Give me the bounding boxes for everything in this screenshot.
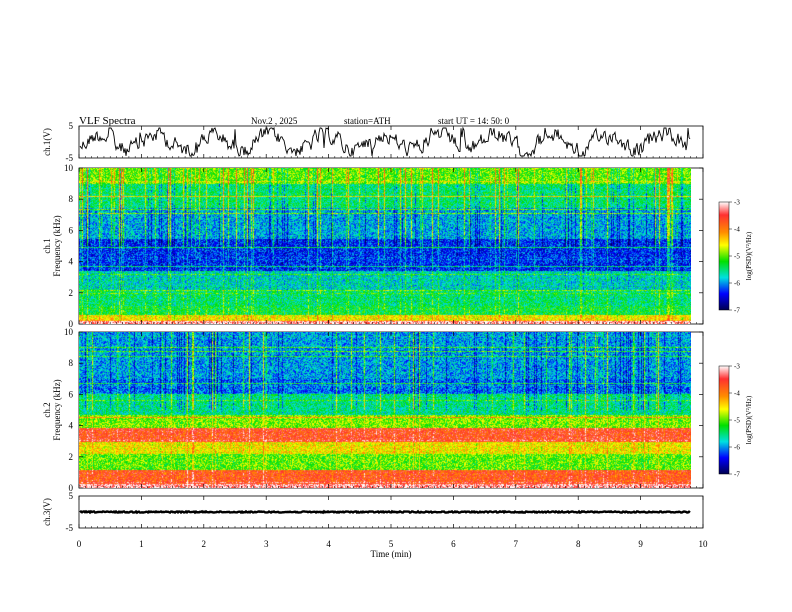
ch1-ylabel: ch.1(V): [42, 128, 52, 156]
ch3-ytick-bottom: -5: [66, 523, 74, 533]
ch1-colorbar-ticks: -3 -4 -5 -6 -7: [729, 199, 740, 315]
x-tick-label-0: 0: [77, 539, 82, 549]
ch2-spectrogram-channel-label: ch.2: [42, 402, 52, 417]
ch1-waveform-panel: 5 -5 ch.1(V): [42, 121, 704, 163]
y-tick-label-10: 10: [64, 327, 74, 337]
ch1-colorbar: [718, 201, 730, 311]
ch2-spectrogram-yticks: 0 2 4 6 8 10: [64, 327, 703, 493]
start-time-label: start UT = 14: 50: 0: [438, 116, 510, 126]
x-tick-label-3: 3: [264, 539, 269, 549]
x-tick-label-5: 5: [389, 539, 394, 549]
ch1-waveform-frame: [78, 125, 704, 159]
y-tick-label-0: 0: [69, 319, 74, 329]
ch1-ytick-top: 5: [69, 121, 74, 131]
x-tick-label-10: 10: [699, 539, 709, 549]
ch1-waveform-line: [79, 126, 691, 158]
colorbar-tick-label--7: -7: [734, 307, 740, 315]
colorbar-tick-label--5: -5: [734, 417, 740, 425]
colorbar-tick-label--4: -4: [734, 390, 740, 398]
ch2-colorbar: [718, 365, 730, 475]
ch3-waveform-panel: 5 -5 ch.3(V): [42, 491, 704, 533]
x-tick-label-7: 7: [514, 539, 519, 549]
ch1-colorbar-label: log(PSD)(V²/Hz): [745, 231, 753, 280]
y-tick-label-4: 4: [69, 257, 74, 267]
x-tick-label-8: 8: [576, 539, 581, 549]
y-tick-label-8: 8: [69, 194, 74, 204]
ch3-waveform-line: [79, 509, 691, 515]
ch2-colorbar-label: log(PSD)(V²/Hz): [745, 395, 753, 444]
x-tick-label-2: 2: [202, 539, 207, 549]
colorbar-tick-label--6: -6: [734, 444, 740, 452]
y-tick-label-6: 6: [69, 389, 74, 399]
x-tick-label-1: 1: [139, 539, 144, 549]
ch1-spectrogram-ylabel: Frequency (kHz): [52, 215, 62, 276]
colorbar-tick-label--7: -7: [734, 471, 740, 479]
ch1-spectrogram-heatmap: [79, 168, 691, 324]
ch1-spectrogram-channel-label: ch.1: [42, 238, 52, 253]
y-tick-label-6: 6: [69, 225, 74, 235]
ch3-ytick-top: 5: [69, 491, 74, 501]
ch1-ytick-bottom: -5: [66, 153, 74, 163]
y-tick-label-2: 2: [69, 452, 74, 462]
x-tick-label-6: 6: [451, 539, 456, 549]
y-tick-label-0: 0: [69, 483, 74, 493]
y-tick-label-2: 2: [69, 288, 74, 298]
ch2-spectrogram-ylabel: Frequency (kHz): [52, 379, 62, 440]
x-tick-label-4: 4: [326, 539, 331, 549]
y-tick-label-10: 10: [64, 163, 74, 173]
colorbar-tick-label--4: -4: [734, 226, 740, 234]
x-axis-ticks: 0 1 2 3 4 5 6 7 8 9 10: [77, 126, 708, 549]
chart-title: VLF Spectra: [79, 115, 136, 127]
y-tick-label-8: 8: [69, 358, 74, 368]
ch3-ylabel: ch.3(V): [42, 498, 52, 526]
colorbar-tick-label--3: -3: [734, 363, 740, 371]
colorbar-tick-label--3: -3: [734, 199, 740, 207]
x-tick-label-9: 9: [638, 539, 643, 549]
colorbar-tick-label--5: -5: [734, 253, 740, 261]
ch2-colorbar-ticks: -3 -4 -5 -6 -7: [729, 363, 740, 479]
date-label: Nov.2 , 2025: [251, 116, 298, 126]
y-tick-label-4: 4: [69, 421, 74, 431]
colorbar-tick-label--6: -6: [734, 280, 740, 288]
station-label: station=ATH: [344, 116, 391, 126]
x-axis-label: Time (min): [371, 549, 412, 559]
ch1-spectrogram-yticks: 0 2 4 6 8 10: [64, 163, 703, 329]
ch2-spectrogram-heatmap: [79, 332, 691, 488]
